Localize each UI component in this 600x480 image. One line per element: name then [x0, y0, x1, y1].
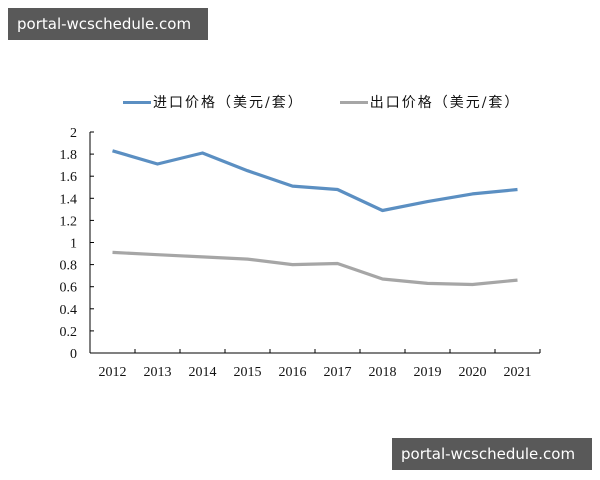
watermark-bottom: portal-wcschedule.com: [392, 438, 592, 470]
legend-swatch-import: [123, 100, 151, 104]
watermark-top: portal-wcschedule.com: [8, 8, 208, 40]
y-tick-label: 1.4: [60, 192, 78, 207]
x-tick-label: 2016: [279, 365, 307, 380]
x-tick-label: 2015: [234, 365, 262, 380]
series-line-import: [112, 149, 518, 213]
y-tick-label: 0.4: [60, 303, 78, 318]
y-tick-label: 0.8: [60, 259, 78, 274]
chart-axes: 0 0.2 0.4 0.6 0.8 1 1.2 1.4 1.6 1.8 2 2012 2013 2014 2…: [60, 126, 541, 380]
x-tick-label: 2012: [99, 365, 127, 380]
y-tick-label: 1.2: [60, 214, 78, 229]
x-tick-label: 2013: [144, 365, 172, 380]
x-tick-label: 2017: [324, 365, 352, 380]
x-tick-label: 2019: [414, 365, 442, 380]
y-tick-label: 0.6: [60, 281, 78, 296]
chart-legend: 进口价格（美元/套） 出口价格（美元/套）: [123, 92, 556, 112]
series-line-export: [112, 250, 518, 287]
legend-item-export: 出口价格（美元/套）: [339, 92, 521, 112]
x-tick-label: 2020: [459, 365, 487, 380]
legend-label-export: 出口价格（美元/套）: [369, 95, 521, 111]
legend-item-import: 进口价格（美元/套）: [123, 92, 304, 112]
x-tick-label: 2018: [369, 365, 397, 380]
y-tick-label: 2: [70, 126, 77, 141]
x-tick-label: 2014: [189, 365, 217, 380]
legend-swatch-export: [339, 100, 368, 104]
y-tick-label: 1: [70, 237, 77, 252]
x-tick-label: 2021: [504, 365, 532, 380]
y-tick-label: 0.2: [60, 325, 78, 340]
legend-label-import: 进口价格（美元/套）: [153, 95, 304, 111]
y-tick-label: 1.6: [60, 170, 78, 185]
y-tick-label: 1.8: [60, 148, 78, 163]
y-tick-label: 0: [70, 347, 77, 362]
chart-lines: [112, 149, 518, 287]
